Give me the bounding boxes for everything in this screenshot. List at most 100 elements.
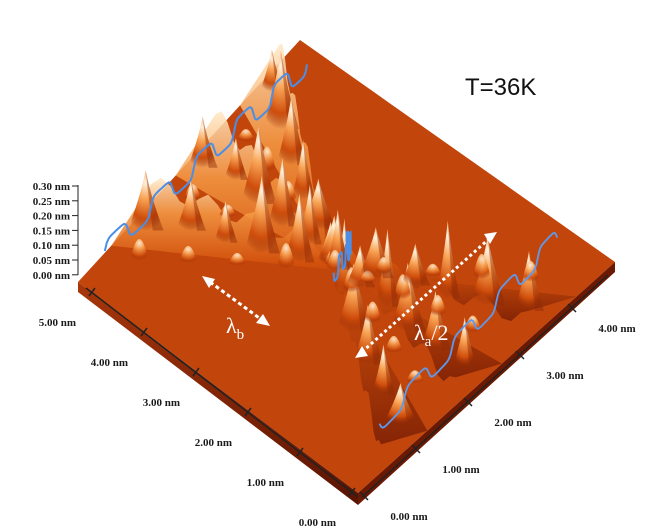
z-tick-label: 0.15 nm <box>33 225 70 237</box>
peak-shadow <box>337 209 350 270</box>
line-profile-trace <box>332 230 352 282</box>
surface-peak-small <box>384 335 403 353</box>
y-axis: 5.00 nm 4.00 nm 3.00 nm 2.00 nm 1.00 nm 0.00 … <box>39 287 359 527</box>
peak-shadow <box>258 125 277 204</box>
y-tick-label: 4.00 nm <box>91 357 128 369</box>
surface-peak <box>175 179 206 231</box>
surface-peak <box>452 316 477 368</box>
x-tick-label: 4.00 nm <box>598 323 635 335</box>
peak-shadow <box>299 193 315 263</box>
peak-shadow <box>353 263 372 333</box>
surface-peak-small <box>363 301 382 323</box>
z-tick-label: 0.30 nm <box>33 181 70 193</box>
x-tick-label: 3.00 nm <box>546 370 583 382</box>
x-tick-mark <box>515 350 525 360</box>
x-tick-label: 2.00 nm <box>494 417 531 429</box>
surface-peak-small <box>277 242 296 269</box>
line-profile-traces <box>103 64 558 429</box>
peak-shadow <box>318 178 337 230</box>
surface-peak-small <box>374 256 393 274</box>
peak-shadow <box>309 184 322 245</box>
y-tick-mark <box>296 447 304 457</box>
surface-peak <box>187 116 218 168</box>
surface-peak-small <box>472 253 491 280</box>
peak-shadow <box>464 316 477 368</box>
lambda-a-symbol: λ <box>414 320 425 345</box>
lambda-b-subscript: b <box>237 327 245 343</box>
lambda-a-subscript: a <box>425 334 432 350</box>
peak-shadow <box>145 170 164 231</box>
x-tick-mark <box>359 491 369 501</box>
peak-shadow <box>415 243 431 286</box>
line-profile-trace <box>103 64 308 252</box>
z-tick-label: 0.10 nm <box>33 240 70 252</box>
lambda-a-suffix: /2 <box>431 320 448 345</box>
surface-peak <box>400 243 431 286</box>
surface-peak <box>213 200 238 243</box>
temperature-label: T=36K <box>465 74 536 101</box>
y-tick-label: 1.00 nm <box>247 477 284 489</box>
y-tick-label: 2.00 nm <box>195 437 232 449</box>
z-tick-label: 0.25 nm <box>33 196 70 208</box>
peak-shadow <box>291 96 307 166</box>
line-profile-trace <box>378 231 558 429</box>
surface-peak-small <box>423 263 442 277</box>
y-tick-label: 0.00 nm <box>299 517 336 527</box>
surface-peak <box>276 96 307 166</box>
peak-shadow <box>202 116 218 168</box>
surface-peak <box>420 290 451 351</box>
surface-peak-small <box>179 245 198 263</box>
z-tick-label: 0.20 nm <box>33 211 70 223</box>
lambda-b-symbol: λ <box>226 313 237 338</box>
x-tick-mark <box>463 397 473 407</box>
peak-shadow <box>447 220 460 299</box>
peak-shadow <box>367 304 383 365</box>
surface-front-right-side <box>358 262 615 505</box>
svg-text:λb: λb <box>226 313 244 343</box>
surface-peak-small <box>428 294 447 316</box>
peak-shadow <box>383 344 396 396</box>
surface-peak <box>223 137 248 180</box>
z-axis: 0.30 nm 0.25 nm 0.20 nm 0.15 nm 0.10 nm 0.05 … <box>33 181 79 282</box>
y-tick-mark <box>244 407 252 417</box>
y-tick-mark <box>192 367 200 377</box>
surface-peak <box>291 139 316 200</box>
surface-peak-small <box>236 128 255 142</box>
surface-peaks <box>127 49 544 426</box>
peak-shadow <box>487 236 506 306</box>
peak-shadow <box>282 157 298 227</box>
y-tick-label: 3.00 nm <box>143 397 180 409</box>
z-tick-label: 0.00 nm <box>33 270 70 282</box>
peak-shadow <box>400 383 419 426</box>
surface-peak <box>382 383 419 426</box>
surface-peak <box>267 157 298 227</box>
surface-peak-small <box>228 252 247 266</box>
x-tick-label: 1.00 nm <box>442 464 479 476</box>
surface-peak <box>127 170 164 231</box>
y-tick-label: 5.00 nm <box>39 317 76 329</box>
peak-shadow <box>190 179 206 231</box>
x-tick-mark <box>411 444 421 454</box>
svg-text:λa/2: λa/2 <box>414 320 448 350</box>
peak-shadow <box>387 228 400 307</box>
lambda-a-half-annotation: λa/2 <box>355 232 497 358</box>
peak-shadow <box>225 200 238 243</box>
surface-front-left-side <box>78 282 358 505</box>
peak-shadow <box>261 175 280 254</box>
surface-peak <box>335 263 372 333</box>
surface-peak-small <box>130 238 149 260</box>
x-axis: 0.00 nm 1.00 nm 2.00 nm 3.00 nm 4.00 nm <box>359 274 636 523</box>
y-tick-mark <box>140 327 148 337</box>
y-tick-mark <box>348 487 356 497</box>
z-tick-label: 0.05 nm <box>33 255 70 267</box>
y-tick-mark <box>88 287 96 297</box>
x-tick-label: 0.00 nm <box>390 511 427 523</box>
peak-shadow <box>407 262 426 332</box>
peak-shadow <box>435 290 451 351</box>
x-tick-mark <box>567 303 577 313</box>
peak-shadow <box>235 137 248 180</box>
surface-peak <box>243 175 280 254</box>
peak-shadow <box>303 139 316 200</box>
surface-peak <box>240 125 277 204</box>
